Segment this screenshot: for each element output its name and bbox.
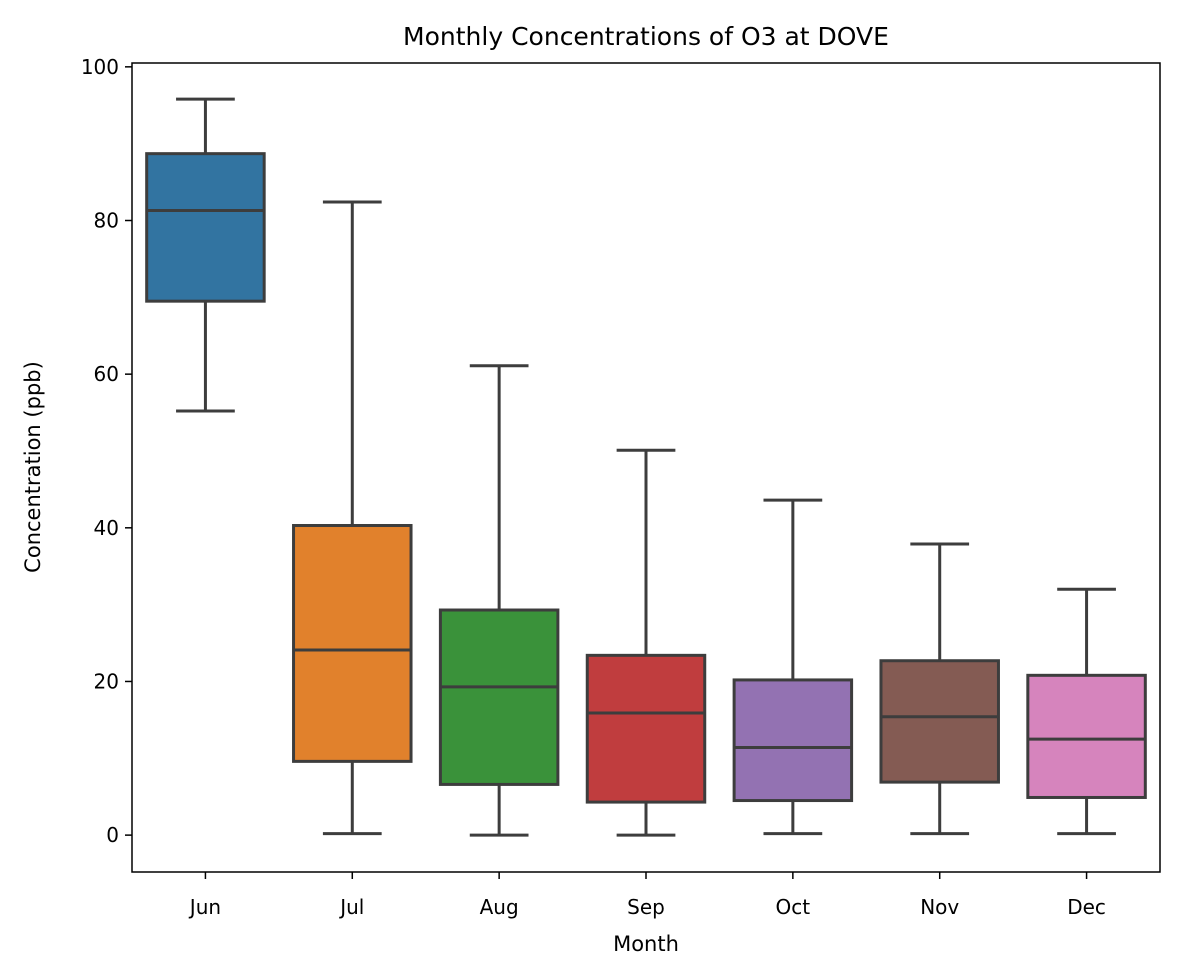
iqr-box	[145, 152, 266, 303]
y-tick-label: 40	[94, 516, 119, 540]
x-tick-label: Sep	[627, 895, 665, 919]
y-tick-label: 20	[94, 669, 119, 693]
box-oct	[732, 498, 854, 836]
y-axis: 0 20 40 60 80 100	[81, 55, 132, 847]
chart-title: Monthly Concentrations of O3 at DOVE	[403, 22, 889, 51]
box-nov	[879, 542, 1000, 836]
box-sep	[585, 448, 707, 837]
box-jun	[145, 97, 266, 413]
iqr-box	[438, 608, 560, 786]
iqr-box	[1026, 673, 1147, 799]
box-aug	[438, 364, 560, 837]
y-tick-label: 80	[94, 208, 119, 232]
x-tick-label: Jun	[188, 895, 221, 919]
x-tick-label: Nov	[920, 895, 959, 919]
iqr-box	[879, 659, 1000, 784]
y-tick-label: 60	[94, 362, 119, 386]
box-jul	[292, 200, 413, 836]
y-tick-label: 0	[106, 823, 119, 847]
box-dec	[1026, 587, 1147, 836]
y-axis-label: Concentration (ppb)	[21, 361, 45, 573]
x-tick-label: Aug	[480, 895, 519, 919]
iqr-box	[732, 678, 854, 803]
x-axis-label: Month	[613, 932, 679, 956]
x-axis: Jun Jul Aug Sep Oct Nov Dec	[188, 872, 1106, 919]
x-tick-label: Jul	[338, 895, 364, 919]
x-tick-label: Oct	[776, 895, 811, 919]
iqr-box	[292, 524, 413, 763]
iqr-box	[585, 653, 707, 804]
x-tick-label: Dec	[1067, 895, 1106, 919]
y-tick-label: 100	[81, 55, 119, 79]
plot-area	[145, 97, 1147, 837]
